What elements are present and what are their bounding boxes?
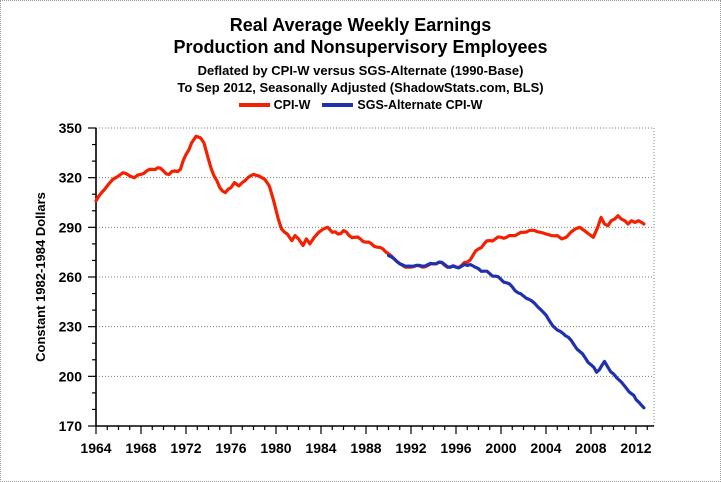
chart-title-line1: Real Average Weekly Earnings [229, 15, 492, 35]
y-tick-label-230: 230 [59, 319, 83, 335]
chart-titles: Real Average Weekly Earnings Production … [1, 1, 720, 96]
y-tick-label-320: 320 [59, 170, 83, 186]
x-tick-label-1984: 1984 [305, 440, 336, 456]
chart-title-line2: Production and Nonsupervisory Employees [173, 37, 548, 57]
y-tick-label-260: 260 [59, 269, 83, 285]
x-tick-label-2008: 2008 [575, 440, 606, 456]
x-tick-label-2004: 2004 [530, 440, 561, 456]
y-tick-label-170: 170 [59, 418, 83, 434]
legend-swatch-sgs-alternate [322, 103, 354, 107]
series-line-cpi-w [94, 134, 646, 270]
x-tick-label-2000: 2000 [485, 440, 516, 456]
legend-label-cpi-w: CPI-W [273, 98, 311, 112]
legend-swatch-cpi-w [238, 103, 270, 107]
chart-subtitle-line2: To Sep 2012, Seasonally Adjusted (Shadow… [177, 80, 544, 95]
y-tick-label-350: 350 [59, 120, 83, 136]
x-tick-label-2012: 2012 [620, 440, 651, 456]
chart-legend: CPI-W SGS-Alternate CPI-W [1, 98, 720, 112]
x-tick-label-1996: 1996 [440, 440, 471, 456]
y-tick-label-290: 290 [59, 219, 83, 235]
legend-label-sgs-alternate: SGS-Alternate CPI-W [357, 98, 483, 112]
x-tick-label-1972: 1972 [170, 440, 201, 456]
x-tick-label-1976: 1976 [215, 440, 246, 456]
x-tick-label-1964: 1964 [80, 440, 111, 456]
x-tick-label-1992: 1992 [395, 440, 426, 456]
x-tick-label-1980: 1980 [260, 440, 291, 456]
series-line-sgs-alternate-cpi-w [386, 253, 646, 410]
y-axis-title: Constant 1982-1984 Dollars [33, 192, 48, 362]
y-tick-label-200: 200 [59, 368, 83, 384]
chart-subtitle-line1: Deflated by CPI-W versus SGS-Alternate (… [197, 63, 524, 78]
x-tick-label-1968: 1968 [125, 440, 156, 456]
x-tick-label-1988: 1988 [350, 440, 381, 456]
